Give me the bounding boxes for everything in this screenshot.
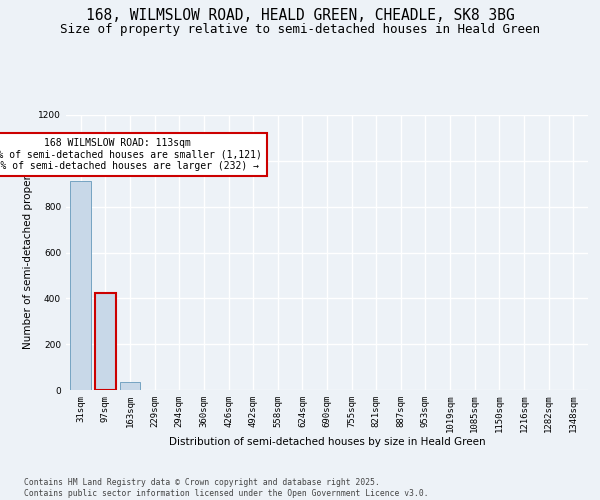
Bar [119,382,140,390]
Bar [95,292,116,390]
Bar [70,182,91,390]
Y-axis label: Number of semi-detached properties: Number of semi-detached properties [23,156,32,349]
Text: Size of property relative to semi-detached houses in Heald Green: Size of property relative to semi-detach… [60,22,540,36]
Text: 168 WILMSLOW ROAD: 113sqm
← 82% of semi-detached houses are smaller (1,121)
  17: 168 WILMSLOW ROAD: 113sqm ← 82% of semi-… [0,138,262,171]
X-axis label: Distribution of semi-detached houses by size in Heald Green: Distribution of semi-detached houses by … [169,436,485,446]
Text: 168, WILMSLOW ROAD, HEALD GREEN, CHEADLE, SK8 3BG: 168, WILMSLOW ROAD, HEALD GREEN, CHEADLE… [86,8,514,22]
Text: Contains HM Land Registry data © Crown copyright and database right 2025.
Contai: Contains HM Land Registry data © Crown c… [24,478,428,498]
